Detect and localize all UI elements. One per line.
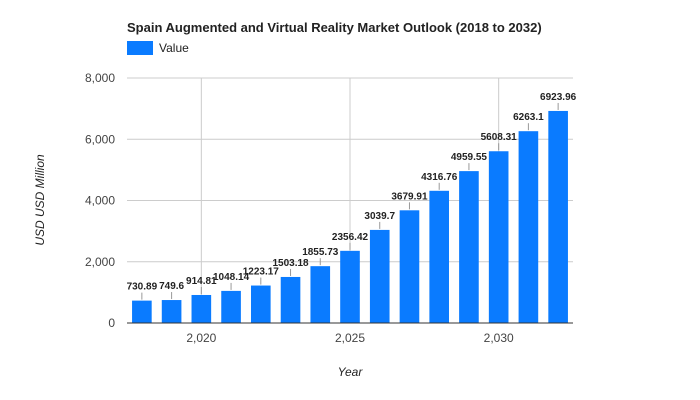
x-tick-label: 2,025	[335, 331, 365, 345]
y-axis-title: USD USD Million	[33, 154, 47, 246]
bar	[429, 190, 450, 323]
legend-label: Value	[159, 41, 189, 55]
x-axis-title: Year	[338, 365, 364, 379]
y-tick-label: 8,000	[85, 71, 115, 85]
bar	[250, 285, 271, 323]
data-label: 3679.91	[391, 191, 428, 202]
y-tick-label: 6,000	[85, 132, 115, 146]
data-label: 2356.42	[332, 232, 369, 243]
y-tick-label: 0	[108, 316, 115, 330]
bar	[280, 276, 301, 323]
chart-title: Spain Augmented and Virtual Reality Mark…	[127, 20, 542, 35]
data-labels: 730.89 749.6 914.811048.141223.171503.1818…	[127, 92, 577, 300]
data-label: 4316.76	[421, 172, 458, 183]
bar	[132, 300, 152, 323]
data-label: 749.6	[159, 281, 184, 292]
data-label: 6923.96	[540, 92, 577, 103]
data-label: 6263.1	[513, 112, 544, 123]
legend: Value	[127, 41, 189, 55]
data-label: 1503.18	[272, 258, 309, 269]
data-label: 5608.31	[481, 132, 518, 143]
data-label: 914.81	[186, 276, 217, 287]
data-label: 3039.7	[364, 211, 395, 222]
x-tick-label: 2,030	[484, 331, 514, 345]
bar	[518, 131, 539, 323]
bar	[488, 151, 509, 323]
bar	[459, 171, 479, 323]
y-axis-ticks: 0 2,000 4,000 6,000 8,000	[85, 71, 115, 330]
bars	[132, 110, 568, 323]
legend-swatch	[127, 41, 153, 55]
x-axis-ticks: 2,020 2,025 2,030	[186, 331, 514, 345]
bar	[310, 266, 331, 323]
bar	[161, 300, 182, 323]
y-tick-label: 2,000	[85, 255, 115, 269]
data-label: 1048.14	[213, 272, 250, 283]
data-label: 1855.73	[302, 247, 339, 258]
bar	[221, 290, 241, 323]
data-label: 1223.17	[243, 267, 280, 278]
bar	[369, 229, 390, 323]
bar	[340, 250, 360, 323]
data-label: 730.89	[127, 282, 158, 293]
x-tick-label: 2,020	[186, 331, 216, 345]
bar	[548, 110, 568, 323]
bar	[399, 210, 420, 323]
bar	[191, 294, 212, 323]
y-tick-label: 4,000	[85, 194, 115, 208]
data-label: 4959.55	[451, 152, 488, 163]
